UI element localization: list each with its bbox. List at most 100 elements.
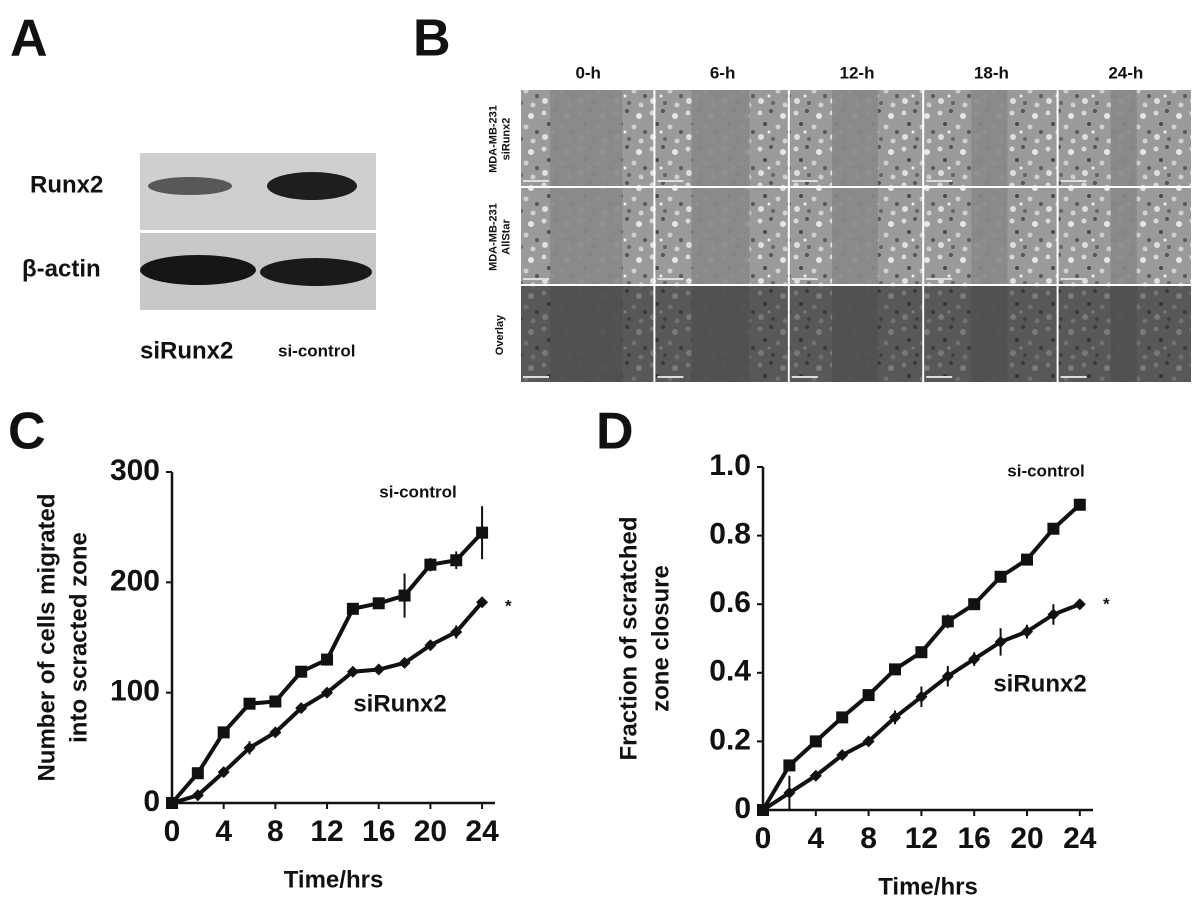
y-axis-title: Fraction of scratched — [615, 516, 642, 760]
scale-bar — [657, 180, 684, 182]
marker — [889, 711, 901, 724]
marker — [269, 695, 282, 708]
x-tick-label: 20 — [1010, 822, 1043, 855]
y-tick-label: 0.2 — [709, 723, 751, 756]
x-tick-label: 20 — [414, 815, 447, 848]
marker — [941, 615, 954, 628]
y-tick-label: 100 — [110, 675, 160, 708]
blot-lane-label: siRunx2 — [140, 337, 233, 364]
overlay-shade — [521, 286, 654, 382]
blot-band — [148, 177, 232, 195]
scratch-gap — [1110, 188, 1137, 284]
overlay-shade — [655, 286, 788, 382]
scale-bar — [523, 376, 549, 378]
x-tick-label: 24 — [1063, 822, 1097, 855]
y-tick-label: 0.4 — [709, 655, 751, 688]
y-tick-label: 200 — [110, 564, 160, 597]
series-label: siRunx2 — [993, 670, 1086, 697]
timepoint-label: 0-h — [575, 63, 601, 82]
marker — [915, 690, 928, 703]
timepoint-label: 12-h — [840, 63, 875, 82]
marker — [450, 554, 463, 567]
x-tick-label: 16 — [958, 822, 991, 855]
marker — [321, 686, 334, 699]
y-tick-label: 0.8 — [709, 518, 751, 551]
series-label: siRunx2 — [353, 690, 446, 717]
x-axis-title: Time/hrs — [284, 866, 384, 893]
marker — [476, 596, 489, 609]
scratch-row-label: siRunx2 — [500, 118, 512, 161]
marker — [994, 635, 1007, 648]
marker — [166, 797, 178, 809]
marker — [476, 526, 489, 539]
marker — [191, 767, 204, 780]
series-label: si-control — [1007, 461, 1084, 480]
scratch-row-label: AllStar — [500, 219, 512, 255]
marker — [243, 741, 256, 754]
marker — [372, 663, 385, 676]
blot-band — [260, 258, 372, 286]
scratch-gap — [691, 188, 750, 284]
timepoint-label: 18-h — [974, 63, 1009, 82]
marker — [941, 670, 954, 683]
scratch-gap — [550, 90, 623, 186]
scale-bar — [523, 278, 549, 280]
scratch-gap — [971, 188, 1008, 284]
x-axis-title: Time/hrs — [878, 873, 978, 900]
marker — [295, 665, 308, 678]
marker — [836, 711, 849, 724]
scratch-row-label: Overlay — [494, 314, 506, 355]
overlay-shade — [1058, 286, 1191, 382]
scale-bar — [1060, 180, 1087, 182]
marker — [783, 759, 796, 772]
x-tick-label: 4 — [215, 815, 232, 848]
overlay-shade — [789, 286, 923, 382]
marker — [243, 697, 256, 710]
y-tick-label: 1.0 — [709, 449, 751, 482]
marker — [809, 735, 822, 748]
marker — [346, 665, 359, 678]
marker — [450, 625, 463, 638]
blot-band — [140, 255, 256, 285]
marker — [217, 766, 230, 779]
scratch-gap — [832, 90, 878, 186]
y-axis-title: zone closure — [647, 565, 674, 712]
marker — [836, 749, 849, 762]
marker — [398, 589, 411, 602]
scale-bar — [926, 278, 953, 280]
marker — [783, 786, 796, 799]
marker — [372, 597, 385, 610]
blot-row-label: β-actin — [22, 255, 101, 282]
scratch-gap — [691, 90, 750, 186]
scale-bar — [1060, 376, 1087, 378]
scratch-gap — [832, 188, 878, 284]
blot-row-label: Runx2 — [30, 171, 103, 198]
y-axis-title: Number of cells migrated — [33, 493, 60, 781]
marker — [968, 598, 981, 611]
marker — [295, 702, 308, 715]
scale-bar — [657, 376, 684, 378]
marker — [398, 656, 411, 669]
series-line — [170, 531, 484, 805]
marker — [424, 639, 437, 652]
annotation: * — [505, 596, 512, 615]
series-label: si-control — [379, 482, 456, 501]
x-tick-label: 12 — [310, 815, 343, 848]
marker — [994, 570, 1007, 583]
y-tick-label: 0 — [143, 785, 160, 818]
panel-label: D — [596, 403, 634, 461]
marker — [321, 653, 334, 666]
y-tick-label: 0 — [734, 792, 751, 825]
marker — [889, 663, 901, 676]
marker — [862, 689, 875, 702]
marker — [269, 726, 282, 739]
marker — [217, 726, 230, 739]
marker — [1073, 498, 1086, 511]
panel-label: A — [10, 10, 48, 68]
scale-bar — [1060, 278, 1087, 280]
x-tick-label: 0 — [755, 822, 772, 855]
scale-bar — [926, 376, 953, 378]
timepoint-label: 6-h — [710, 63, 736, 82]
scratch-gap — [1110, 90, 1137, 186]
